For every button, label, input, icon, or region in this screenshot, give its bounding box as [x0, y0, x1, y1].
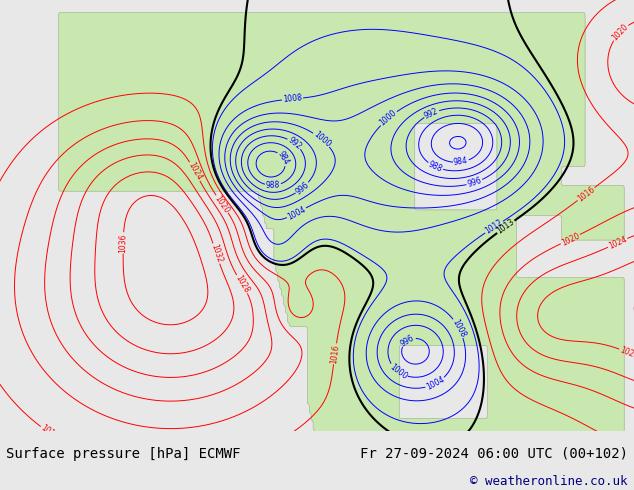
Text: 1020: 1020 — [611, 22, 630, 42]
Text: 1020: 1020 — [560, 231, 581, 247]
Text: Surface pressure [hPa] ECMWF: Surface pressure [hPa] ECMWF — [6, 446, 241, 461]
Text: 996: 996 — [399, 333, 417, 348]
Text: 1024: 1024 — [607, 235, 628, 251]
Text: © weatheronline.co.uk: © weatheronline.co.uk — [470, 475, 628, 488]
Text: 996: 996 — [466, 176, 483, 189]
Text: 1016: 1016 — [576, 185, 597, 203]
Text: 1028: 1028 — [619, 345, 634, 361]
Text: 1012: 1012 — [484, 218, 505, 236]
Text: 1013: 1013 — [495, 218, 516, 236]
Text: 984: 984 — [453, 156, 469, 168]
Text: 1016: 1016 — [39, 424, 60, 442]
Text: 1000: 1000 — [388, 362, 409, 381]
Text: 984: 984 — [276, 150, 291, 167]
Text: 1000: 1000 — [378, 108, 399, 128]
Text: 996: 996 — [294, 180, 311, 196]
Text: 1016: 1016 — [329, 343, 340, 364]
Text: 1004: 1004 — [425, 375, 446, 392]
Text: 992: 992 — [423, 106, 440, 121]
Text: 988: 988 — [427, 160, 444, 174]
Text: Fr 27-09-2024 06:00 UTC (00+102): Fr 27-09-2024 06:00 UTC (00+102) — [359, 446, 628, 461]
Text: 1036: 1036 — [119, 233, 128, 253]
Text: 1000: 1000 — [311, 130, 332, 149]
Text: 992: 992 — [286, 135, 303, 151]
Text: 1008: 1008 — [283, 94, 302, 104]
Text: 1028: 1028 — [233, 274, 251, 295]
Text: 1008: 1008 — [450, 318, 467, 339]
Text: 1024: 1024 — [186, 161, 204, 182]
Text: 1020: 1020 — [213, 194, 231, 215]
Text: 1032: 1032 — [209, 243, 224, 264]
Text: 1004: 1004 — [286, 204, 307, 221]
Text: 988: 988 — [266, 181, 280, 190]
